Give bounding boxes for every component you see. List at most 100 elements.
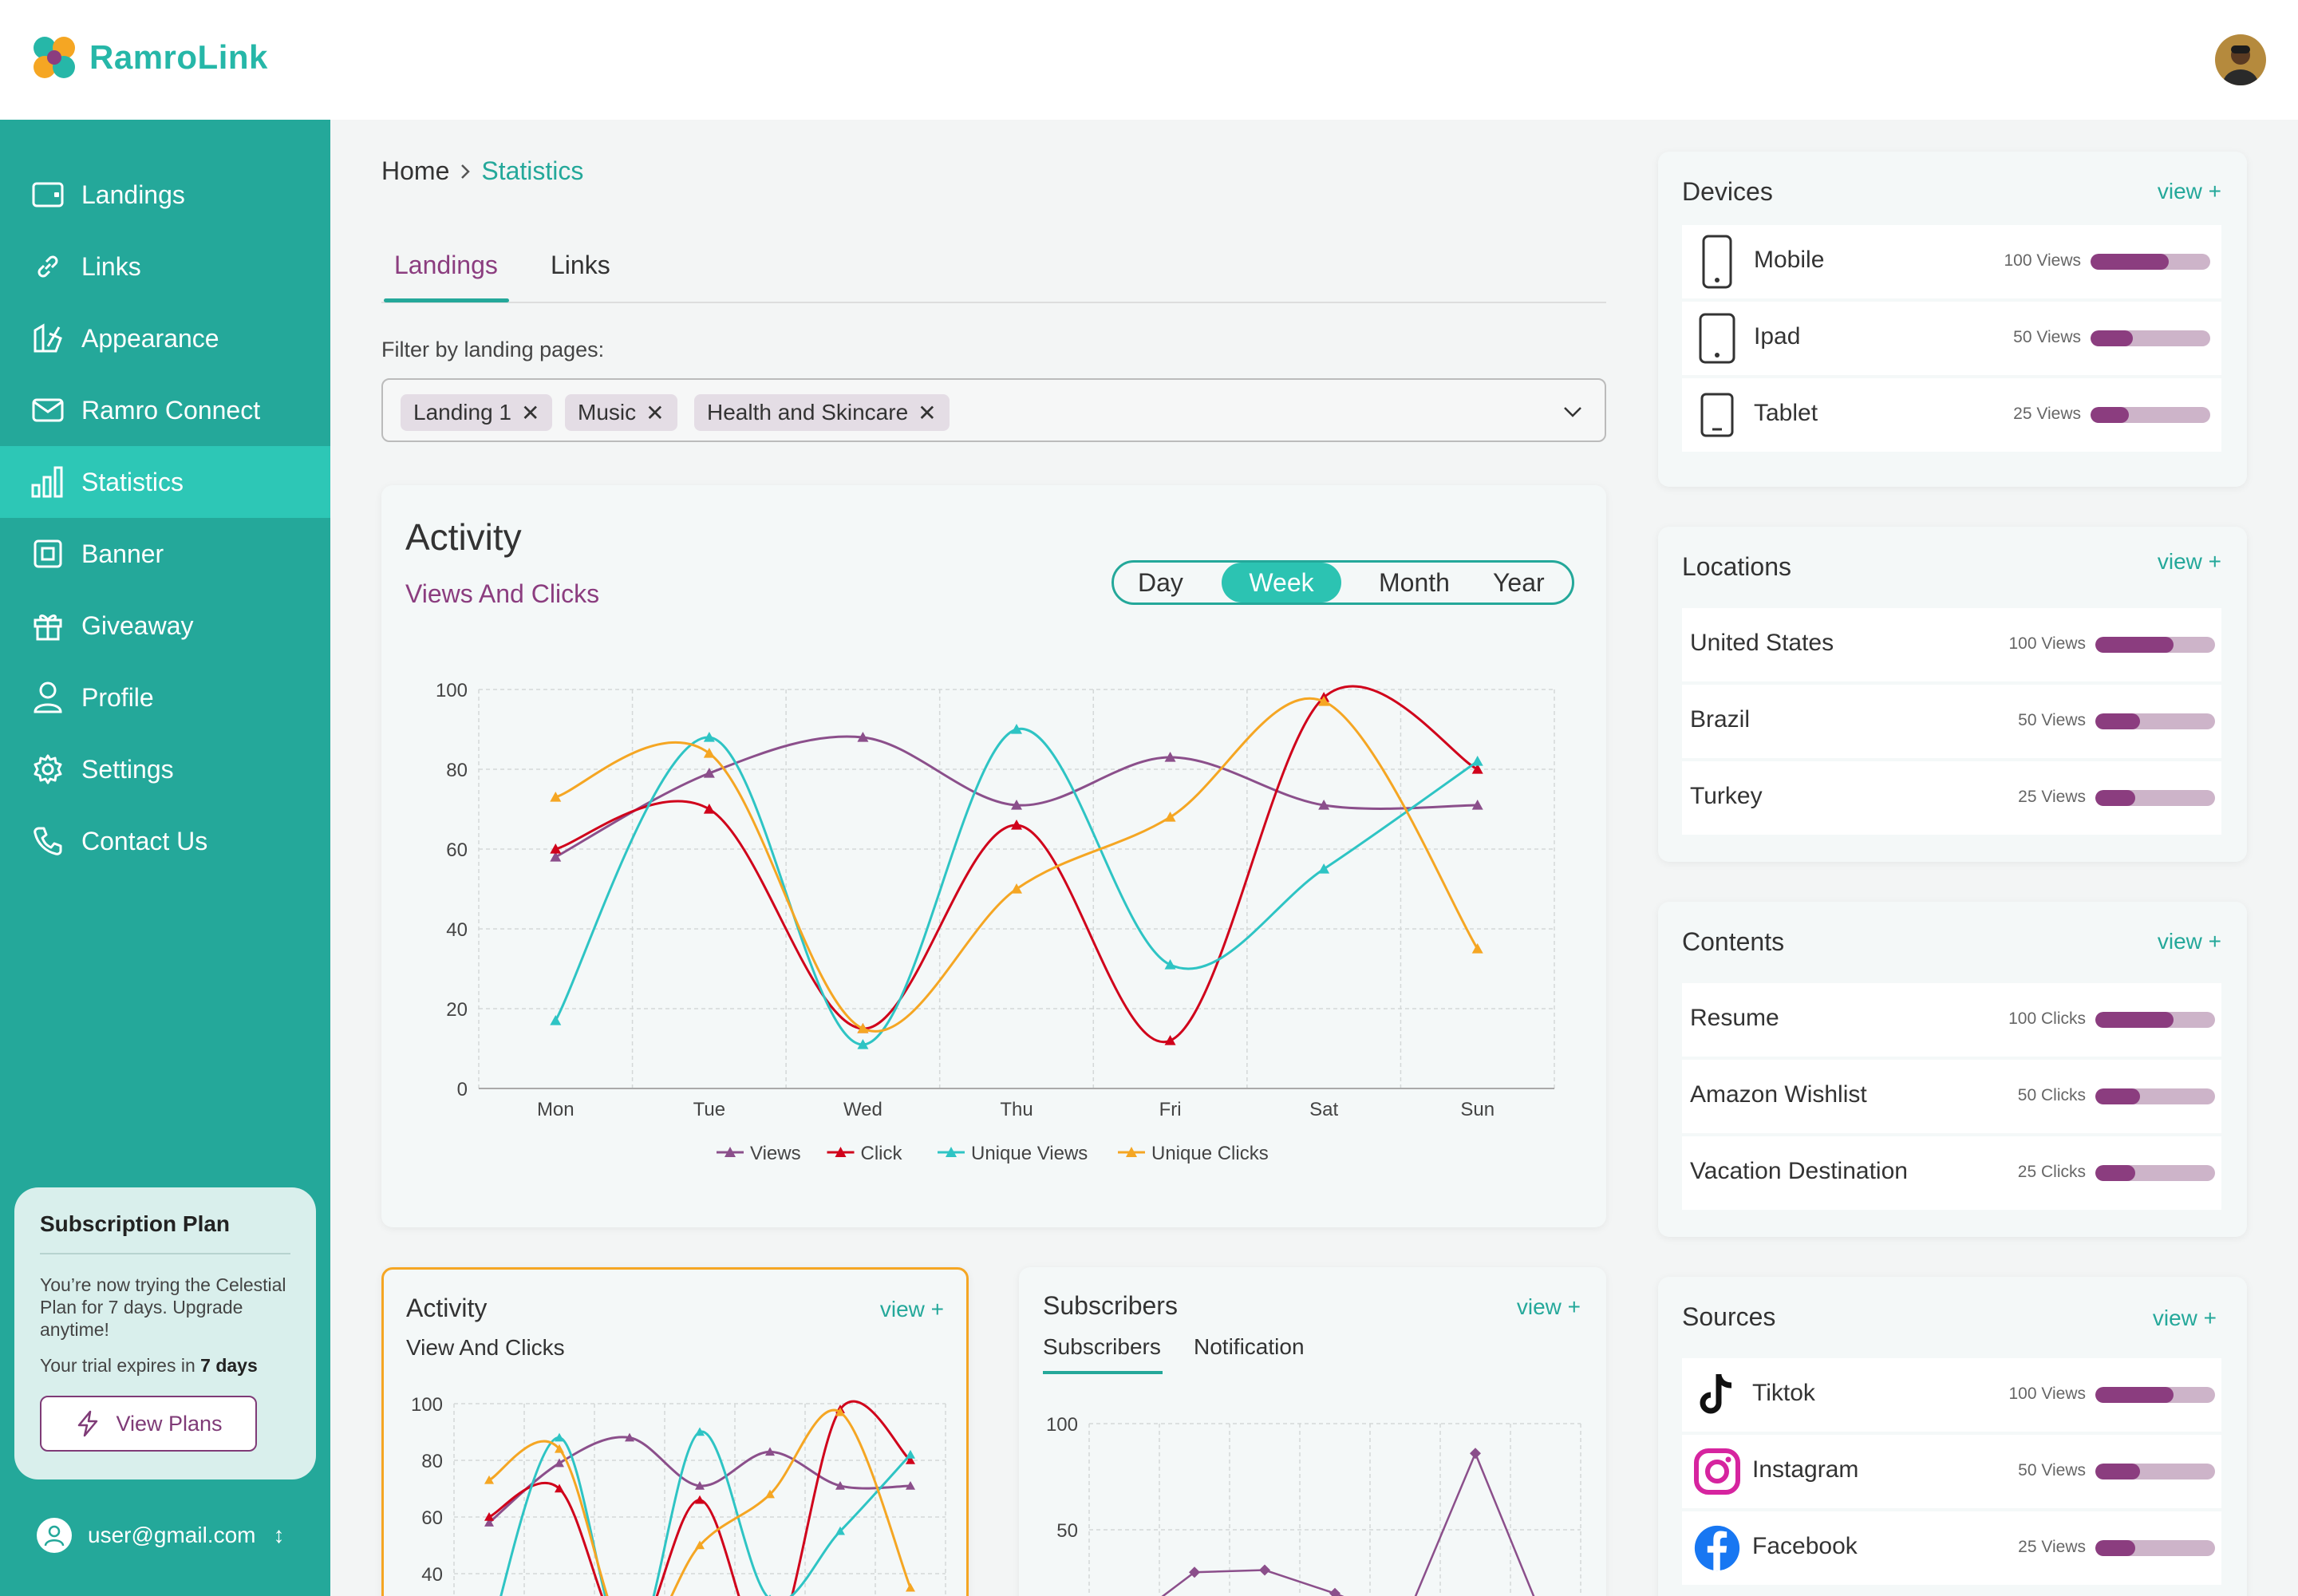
content-progress-fill [2095, 1012, 2174, 1028]
landing-filter-select[interactable]: Landing 1 ✕ Music ✕ Health and Skincare ✕ [381, 378, 1606, 442]
location-row[interactable]: United States 100 Views [1682, 608, 2221, 681]
sidebar-item-ramro-connect[interactable]: Ramro Connect [0, 374, 330, 446]
sidebar-item-settings[interactable]: Settings [0, 733, 330, 805]
content-progress-fill [2095, 1165, 2135, 1181]
data-point [857, 732, 869, 742]
close-icon[interactable]: ✕ [918, 400, 937, 425]
source-row[interactable]: Tiktok 100 Views [1682, 1358, 2221, 1432]
sources-title: Sources [1682, 1302, 1776, 1331]
facebook-icon [1693, 1524, 1741, 1572]
sidebar-item-profile[interactable]: Profile [0, 662, 330, 733]
avatar[interactable] [2215, 34, 2266, 85]
data-point [550, 843, 562, 854]
x-tick-label: Sat [1309, 1099, 1338, 1120]
mini-activity-view-link[interactable]: view + [879, 1297, 944, 1321]
y-tick-label: 60 [446, 839, 468, 861]
chevron-down-icon[interactable] [1560, 399, 1585, 425]
data-point [550, 1015, 562, 1025]
device-row[interactable]: Tablet 25 Views [1682, 378, 2221, 452]
sidebar-item-links[interactable]: Links [0, 231, 330, 302]
lightning-icon [78, 1410, 98, 1437]
source-row[interactable]: Facebook 25 Views [1682, 1511, 2221, 1585]
sidebar-item-landings[interactable]: Landings [0, 159, 330, 231]
data-point [550, 851, 562, 862]
phone-icon [30, 824, 65, 859]
device-row[interactable]: Ipad 50 Views [1682, 302, 2221, 375]
mobile-icon [1693, 235, 1741, 289]
sidebar-item-contact-us[interactable]: Contact Us [0, 805, 330, 877]
devices-view-link[interactable]: view + [2157, 179, 2221, 203]
series-line [555, 685, 1479, 1044]
legend-marker [835, 1147, 847, 1157]
tab-links[interactable]: Links [551, 251, 610, 279]
tab-subscribers[interactable]: Subscribers [1043, 1334, 1161, 1359]
close-icon[interactable]: ✕ [646, 400, 665, 425]
data-point [703, 768, 715, 778]
contents-view-link[interactable]: view + [2157, 929, 2221, 954]
data-point [625, 1432, 634, 1442]
sidebar-item-statistics[interactable]: Statistics [0, 446, 330, 518]
location-row[interactable]: Turkey 25 Views [1682, 761, 2221, 835]
sidebar-item-label: Statistics [81, 467, 184, 496]
content-row[interactable]: Resume 100 Clicks [1682, 983, 2221, 1057]
user-account-switcher[interactable]: user@gmail.com ↕ [37, 1518, 284, 1553]
data-point [555, 1432, 564, 1442]
content-row[interactable]: Vacation Destination 25 Clicks [1682, 1136, 2221, 1210]
source-row[interactable]: Instagram 50 Views [1682, 1435, 2221, 1508]
data-point [906, 1582, 915, 1592]
locations-view-link[interactable]: view + [2157, 549, 2221, 574]
data-point [835, 1526, 845, 1535]
filter-chip[interactable]: Music ✕ [565, 394, 677, 431]
period-day[interactable]: Day [1138, 568, 1183, 597]
y-tick-label: 40 [446, 919, 468, 941]
close-icon[interactable]: ✕ [521, 400, 540, 425]
devices-card: Devices view + Mobile 100 Views Ipad 50 … [1658, 152, 2247, 487]
data-point [1471, 943, 1483, 954]
period-week[interactable]: Week [1222, 563, 1341, 602]
sources-view-link[interactable]: view + [2152, 1306, 2217, 1330]
x-tick-label: Tue [693, 1099, 725, 1120]
source-label: Tiktok [1752, 1380, 1815, 1406]
sidebar-item-appearance[interactable]: Appearance [0, 302, 330, 374]
sidebar-item-banner[interactable]: Banner [0, 518, 330, 590]
content-row[interactable]: Amazon Wishlist 50 Clicks [1682, 1060, 2221, 1133]
view-plans-label: View Plans [116, 1411, 223, 1436]
mini-activity-card: Activity View And Clicks view + 20406080… [381, 1267, 969, 1596]
data-point [1011, 820, 1022, 830]
filter-chip[interactable]: Landing 1 ✕ [401, 394, 553, 431]
chip-label: Music [578, 400, 637, 425]
data-point [555, 1483, 564, 1493]
subscription-card: Subscription Plan You’re now trying the … [14, 1187, 316, 1479]
chart-icon [30, 464, 65, 500]
data-point [906, 1480, 915, 1490]
tab-notification[interactable]: Notification [1194, 1334, 1305, 1359]
subscribers-view-link[interactable]: view + [1516, 1294, 1581, 1319]
sidebar-item-giveaway[interactable]: Giveaway [0, 590, 330, 662]
breadcrumb-home[interactable]: Home [381, 156, 450, 185]
device-count: 50 Views [2013, 328, 2081, 346]
location-row[interactable]: Brazil 50 Views [1682, 685, 2221, 758]
period-year[interactable]: Year [1493, 568, 1545, 597]
device-row[interactable]: Mobile 100 Views [1682, 225, 2221, 298]
data-point [550, 792, 562, 802]
data-point [1164, 752, 1176, 762]
data-point [906, 1449, 915, 1459]
sidebar-item-label: Links [81, 251, 141, 281]
source-count: 50 Views [2018, 1461, 2086, 1479]
activity-card: Activity Views And Clicks Day Week Month… [381, 485, 1606, 1227]
filter-chip[interactable]: Health and Skincare ✕ [694, 394, 950, 431]
source-label: Facebook [1752, 1533, 1858, 1559]
period-month[interactable]: Month [1379, 568, 1450, 597]
source-label: Instagram [1752, 1456, 1859, 1483]
locations-card: Locations view + United States 100 Views… [1658, 527, 2247, 862]
x-tick-label: Mon [537, 1099, 574, 1120]
device-progress-fill [2091, 407, 2129, 423]
app-logo[interactable]: RamroLink [30, 34, 268, 81]
data-point [857, 1023, 869, 1033]
view-plans-button[interactable]: View Plans [40, 1396, 257, 1452]
legend-label: Views [750, 1143, 801, 1164]
source-progress-fill [2095, 1540, 2135, 1556]
tab-landings[interactable]: Landings [394, 251, 498, 279]
data-point [1471, 756, 1483, 766]
